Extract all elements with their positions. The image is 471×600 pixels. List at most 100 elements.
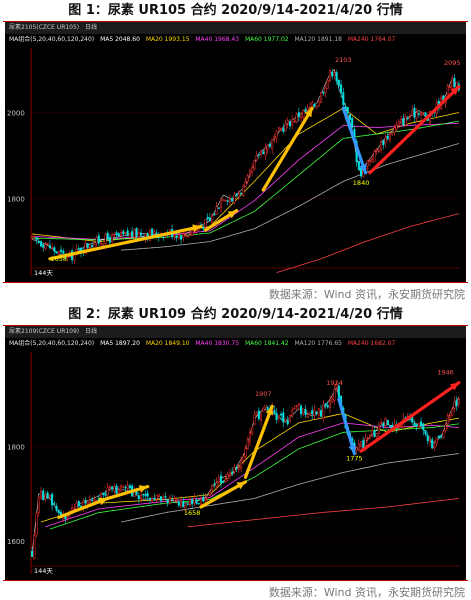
candle-body (237, 193, 240, 198)
figure-1-tab-period[interactable]: 日线 (85, 24, 98, 31)
candle-body (215, 206, 218, 215)
trend-arrow-1 (48, 224, 203, 261)
candle-body (39, 490, 43, 499)
candle-body (280, 128, 283, 130)
figure-1-plot[interactable]: 1800 2000 1658 2103 1840 2095 144天 (5, 22, 466, 282)
candle-body (84, 499, 87, 504)
candle-body (233, 194, 236, 203)
candle-body (368, 434, 372, 438)
figure-2-ma20: MA20 1849.10 (145, 340, 190, 347)
candle-body (173, 498, 176, 502)
trend-arrow-head-4 (359, 163, 367, 173)
candle-body (304, 409, 307, 415)
candle-body (313, 104, 316, 107)
candle-body (106, 232, 109, 240)
candle-body (226, 200, 229, 202)
figure-2-tab-code[interactable]: 尿素2109(CZCE UR109) (9, 328, 80, 335)
candle-body (448, 86, 452, 88)
candle-body (455, 81, 458, 87)
candle-body (44, 494, 47, 500)
candle-body (235, 466, 238, 469)
figure-1-source: 数据来源：Wind 资讯，永安期货研究院 (268, 288, 465, 301)
candle-body (42, 244, 45, 248)
figure-2-ma60: MA60 1841.42 (244, 340, 289, 347)
candle-body (435, 437, 438, 444)
y-tick-label-1800: 1800 (7, 196, 25, 204)
candle-body (102, 243, 105, 246)
candle-body (313, 409, 316, 416)
candle-body (164, 496, 167, 498)
candle-body (382, 423, 385, 427)
candle-body (115, 232, 118, 236)
figure-1-ma40: MA40 1968.43 (195, 36, 240, 43)
candle-body (388, 132, 392, 141)
candle-body (266, 144, 269, 150)
figure-2-title: 图 2：尿素 UR109 合约 2020/9/14-2021/4/20 行情 (68, 307, 403, 322)
candle-body (328, 70, 331, 81)
candle-body (148, 230, 151, 241)
candle-body (424, 430, 427, 435)
figure-2-plot[interactable]: 1600 1800 1658 1907 1924 1775 1946 144天 (5, 326, 466, 580)
candle-body (288, 415, 291, 423)
candle-body (326, 79, 329, 89)
candle-body (251, 426, 254, 434)
candle-body (148, 497, 151, 500)
candle-body (208, 491, 211, 496)
candle-body (300, 405, 303, 415)
candle-body (117, 490, 120, 493)
candle-body (220, 199, 223, 209)
trend-arrow-5 (337, 397, 357, 456)
candle-body (35, 237, 38, 240)
figure-1-chart[interactable]: 尿素2105(CZCE UR105) 日线 MA组合(5,20,40,60,12… (5, 22, 466, 282)
candle-body (288, 121, 291, 127)
figure-1-ma60: MA60 1977.02 (244, 36, 289, 43)
candle-body (113, 486, 116, 492)
figure-1-tab-code[interactable]: 尿素2105(CZCE UR105) (9, 24, 80, 31)
candle-body (355, 447, 358, 451)
figure-1-ma-group-label[interactable]: MA组合(5,20,40,60,120,240) (9, 36, 95, 43)
candle-body (31, 235, 34, 238)
candle-body (253, 160, 256, 170)
candle-body (360, 167, 363, 177)
candle-body (93, 499, 96, 502)
candle-body (224, 199, 227, 202)
candle-body (140, 232, 143, 236)
candle-body (311, 410, 314, 415)
candle-body (111, 234, 114, 243)
candle-body (126, 230, 129, 237)
figure-2-chart[interactable]: 尿素2109(CZCE UR109) 日线 MA组合(5,20,40,60,12… (5, 326, 466, 580)
candle-body (113, 234, 116, 236)
figure-2-tab-period[interactable]: 日线 (85, 328, 98, 335)
candle-body (131, 231, 134, 237)
trend-arrow-head-3 (304, 108, 313, 118)
candle-body (242, 455, 245, 461)
candle-body (213, 214, 216, 216)
figure-2-ma-group-label[interactable]: MA组合(5,20,40,60,120,240) (9, 340, 95, 347)
candle-body (128, 485, 131, 489)
candle-body (260, 413, 263, 421)
candle-body (266, 407, 269, 410)
ma-line-ma240 (187, 498, 459, 528)
ma-line-ma120 (120, 453, 459, 523)
period-label: 144天 (34, 567, 53, 575)
candle-body (168, 497, 171, 504)
candle-body (184, 234, 187, 237)
candle-body (315, 105, 318, 109)
price-annotation-1658: 1658 (51, 255, 68, 263)
candle-body (102, 492, 105, 495)
trend-arrow-1 (57, 496, 110, 519)
figure-2-ma5: MA5 1897.20 (100, 340, 140, 347)
trend-arrow-4 (341, 106, 368, 175)
candle-body (48, 245, 51, 249)
candle-body (42, 490, 45, 501)
candle-body (393, 127, 396, 133)
candle-body (397, 121, 400, 126)
candle-body (371, 158, 374, 163)
candle-body (240, 192, 243, 195)
candle-body (306, 107, 309, 111)
candle-body (91, 245, 94, 248)
candle-body (240, 460, 243, 469)
candle-body (137, 495, 140, 499)
candle-body (86, 243, 89, 248)
candle-body (248, 170, 251, 175)
